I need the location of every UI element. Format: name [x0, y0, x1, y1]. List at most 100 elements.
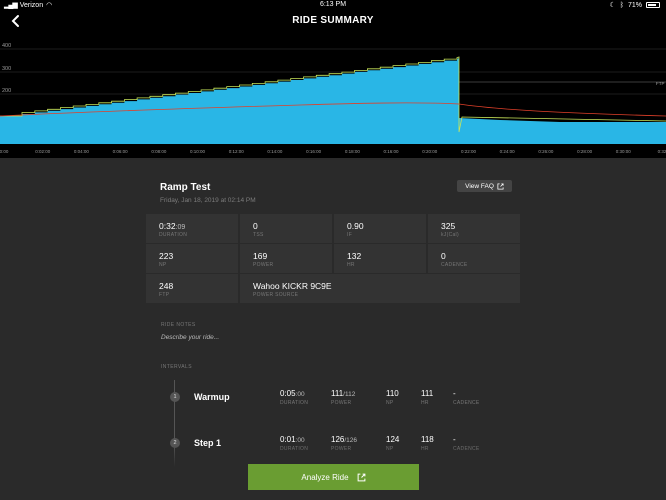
interval-duration-seconds: :00: [295, 437, 305, 444]
stat-kj: 325 kJ(Cal): [428, 214, 520, 243]
stat-label: TSS: [253, 232, 264, 238]
y-tick-label: 200: [2, 88, 11, 94]
interval-row[interactable]: 2 Step 1 0:01:00 DURATION 126/126 POWER …: [146, 430, 520, 460]
stat-value: 169: [253, 251, 268, 261]
x-tick-label: 0:16:00: [306, 149, 322, 154]
interval-duration-label: DURATION: [280, 446, 309, 452]
interval-name: Step 1: [194, 438, 222, 448]
stat-value: 132: [347, 251, 362, 261]
interval-duration-value: 0:01: [280, 435, 296, 444]
stat-label: kJ(Cal): [441, 232, 459, 238]
bluetooth-icon: ᛒ: [619, 1, 624, 9]
x-tick-label: 0:08:00: [151, 149, 167, 154]
interval-number: 2: [170, 438, 180, 448]
heart-rate-line: [0, 102, 666, 117]
nav-header: RIDE SUMMARY: [0, 10, 666, 32]
ride-power-chart: 400 300 200 FTP 0:00 0:02:00 0:04:00 0:06:00 0:0…: [0, 32, 666, 158]
x-tick-label: 0:12:00: [229, 149, 245, 154]
interval-power-label: POWER: [331, 446, 352, 452]
interval-hr-label: HR: [421, 400, 429, 406]
interval-np: 110 NP: [386, 389, 399, 406]
x-axis-band: [0, 144, 666, 158]
stat-ftp: 248 FTP: [146, 274, 238, 303]
interval-cadence-value: -: [453, 435, 456, 444]
signal-icon: ▂▄▆: [4, 2, 18, 9]
interval-duration: 0:05:00 DURATION: [280, 389, 308, 406]
interval-power-target: /126: [344, 437, 358, 444]
external-link-icon: [357, 473, 365, 481]
interval-power-label: POWER: [331, 400, 352, 406]
moon-icon: ☾: [609, 2, 616, 9]
ride-notes-input[interactable]: Describe your ride...: [161, 334, 220, 341]
carrier-label: Verizon: [19, 1, 44, 9]
interval-row[interactable]: 1 Warmup 0:05:00 DURATION 111/112 POWER …: [146, 384, 520, 414]
x-tick-label: 0:22:00: [461, 149, 477, 154]
stat-hr: 132 HR: [334, 244, 426, 273]
interval-cadence: - CADENCE: [453, 389, 480, 406]
stat-value: 325: [441, 221, 456, 231]
x-tick-label: 0:02:00: [35, 149, 51, 154]
x-tick-label: 0:26:00: [538, 149, 554, 154]
interval-hr: 111 HR: [421, 389, 433, 406]
x-tick-label: 0:10:00: [190, 149, 206, 154]
wifi-icon: ◠: [46, 2, 53, 9]
stat-value: 248: [159, 281, 174, 291]
stat-power: 169 POWER: [240, 244, 332, 273]
x-tick-label: 0:28:00: [577, 149, 593, 154]
interval-hr-value: 111: [421, 389, 434, 398]
stat-label: FTP: [159, 292, 170, 298]
interval-power: 126/126 POWER: [331, 435, 357, 452]
target-line: [0, 56, 666, 133]
stat-label: POWER: [253, 262, 274, 268]
stat-label: DURATION: [159, 232, 188, 238]
x-tick-label: 0:30:00: [616, 149, 632, 154]
x-tick-label: 0:32: [658, 149, 666, 154]
x-tick-label: 0:14:00: [267, 149, 283, 154]
battery-icon: [646, 2, 660, 8]
x-tick-label: 0:20:00: [422, 149, 438, 154]
intervals-label: INTERVALS: [161, 364, 192, 370]
stat-label: IF: [347, 232, 353, 238]
x-tick-label: 0:06:00: [113, 149, 129, 154]
faq-label: View FAQ: [465, 182, 494, 190]
interval-power-target: /112: [343, 391, 356, 398]
interval-duration-value: 0:05: [280, 389, 296, 398]
interval-np-label: NP: [386, 400, 394, 406]
chevron-left-icon: [11, 15, 19, 27]
status-time: 6:13 PM: [319, 1, 347, 8]
stat-value: 223: [159, 251, 174, 261]
chart-svg: 400 300 200 FTP 0:00 0:02:00 0:04:00 0:06:00 0:0…: [0, 43, 666, 158]
interval-duration-label: DURATION: [280, 400, 309, 406]
interval-np-value: 124: [386, 435, 400, 444]
stat-if: 0.90 IF: [334, 214, 426, 243]
interval-duration: 0:01:00 DURATION: [280, 435, 308, 452]
stat-duration: 0:32:09 DURATION: [146, 214, 238, 243]
interval-hr-value: 118: [421, 435, 434, 444]
y-tick-label: 400: [2, 43, 11, 49]
interval-power: 111/112 POWER: [331, 389, 355, 406]
interval-np: 124 NP: [386, 435, 399, 452]
interval-number: 1: [170, 392, 180, 402]
back-button[interactable]: [8, 13, 24, 29]
interval-cadence-label: CADENCE: [453, 400, 480, 406]
interval-hr: 118 HR: [421, 435, 434, 452]
interval-np-label: NP: [386, 446, 394, 452]
x-tick-label: 0:00: [0, 149, 9, 154]
stat-value: 0:32: [159, 221, 176, 231]
x-tick-label: 0:24:00: [500, 149, 516, 154]
stat-power-source: Wahoo KICKR 9C9E POWER SOURCE: [240, 274, 520, 303]
interval-name: Warmup: [194, 392, 230, 402]
stat-value: 0: [253, 221, 258, 231]
stat-label: CADENCE: [441, 262, 468, 268]
stat-label: HR: [347, 262, 355, 268]
timeline-line: [174, 380, 175, 470]
stat-value: 0.90: [347, 221, 364, 231]
analyze-ride-button[interactable]: Analyze Ride: [248, 464, 419, 490]
stat-np: 223 NP: [146, 244, 238, 273]
status-bar: ▂▄▆ Verizon ◠ 6:13 PM ☾ ᛒ 71%: [0, 0, 666, 10]
stat-tss: 0 TSS: [240, 214, 332, 243]
interval-cadence-value: -: [453, 389, 456, 398]
stat-value: 0: [441, 251, 446, 261]
power-area: [0, 58, 459, 144]
view-faq-button[interactable]: View FAQ: [457, 180, 512, 192]
